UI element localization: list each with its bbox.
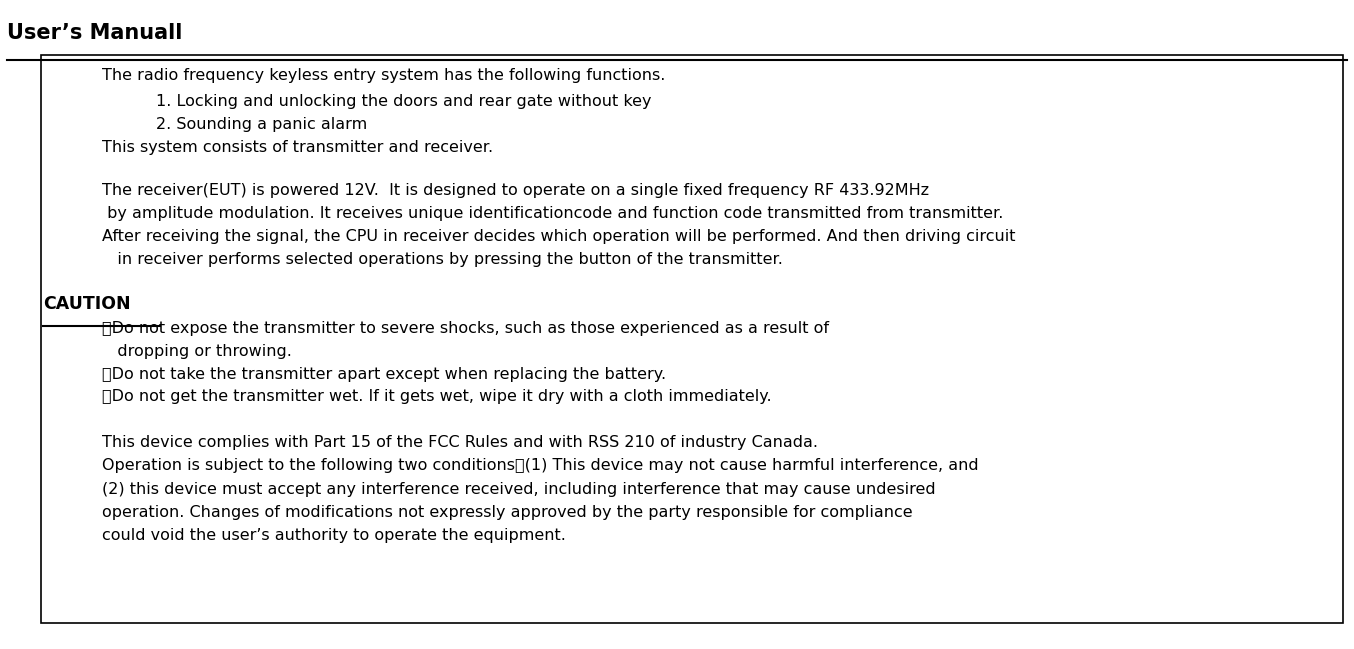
Text: in receiver performs selected operations by pressing the button of the transmitt: in receiver performs selected operations… xyxy=(102,252,783,267)
Text: could void the user’s authority to operate the equipment.: could void the user’s authority to opera… xyxy=(102,528,566,543)
Text: (2) this device must accept any interference received, including interference th: (2) this device must accept any interfer… xyxy=(102,482,936,496)
Text: This device complies with Part 15 of the FCC Rules and with RSS 210 of industry : This device complies with Part 15 of the… xyxy=(102,435,818,450)
Text: operation. Changes of modifications not expressly approved by the party responsi: operation. Changes of modifications not … xyxy=(102,505,913,520)
Text: ・Do not take the transmitter apart except when replacing the battery.: ・Do not take the transmitter apart excep… xyxy=(102,367,666,382)
Text: This system consists of transmitter and receiver.: This system consists of transmitter and … xyxy=(102,140,493,154)
Text: 1. Locking and unlocking the doors and rear gate without key: 1. Locking and unlocking the doors and r… xyxy=(156,94,651,109)
Text: After receiving the signal, the CPU in receiver decides which operation will be : After receiving the signal, the CPU in r… xyxy=(102,229,1016,244)
Text: User’s Manuall: User’s Manuall xyxy=(7,23,183,43)
Text: The radio frequency keyless entry system has the following functions.: The radio frequency keyless entry system… xyxy=(102,68,665,83)
Text: CAUTION: CAUTION xyxy=(43,295,131,313)
Text: Operation is subject to the following two conditions：(1) This device may not cau: Operation is subject to the following tw… xyxy=(102,458,978,473)
Bar xyxy=(41,55,1343,623)
Text: by amplitude modulation. It receives unique identificationcode and function code: by amplitude modulation. It receives uni… xyxy=(102,206,1003,221)
Text: ・Do not expose the transmitter to severe shocks, such as those experienced as a : ・Do not expose the transmitter to severe… xyxy=(102,321,829,336)
Text: The receiver(EUT) is powered 12V.  It is designed to operate on a single fixed f: The receiver(EUT) is powered 12V. It is … xyxy=(102,183,929,198)
Text: dropping or throwing.: dropping or throwing. xyxy=(102,344,291,359)
Text: ・Do not get the transmitter wet. If it gets wet, wipe it dry with a cloth immedi: ・Do not get the transmitter wet. If it g… xyxy=(102,389,772,404)
Text: 2. Sounding a panic alarm: 2. Sounding a panic alarm xyxy=(156,117,367,132)
